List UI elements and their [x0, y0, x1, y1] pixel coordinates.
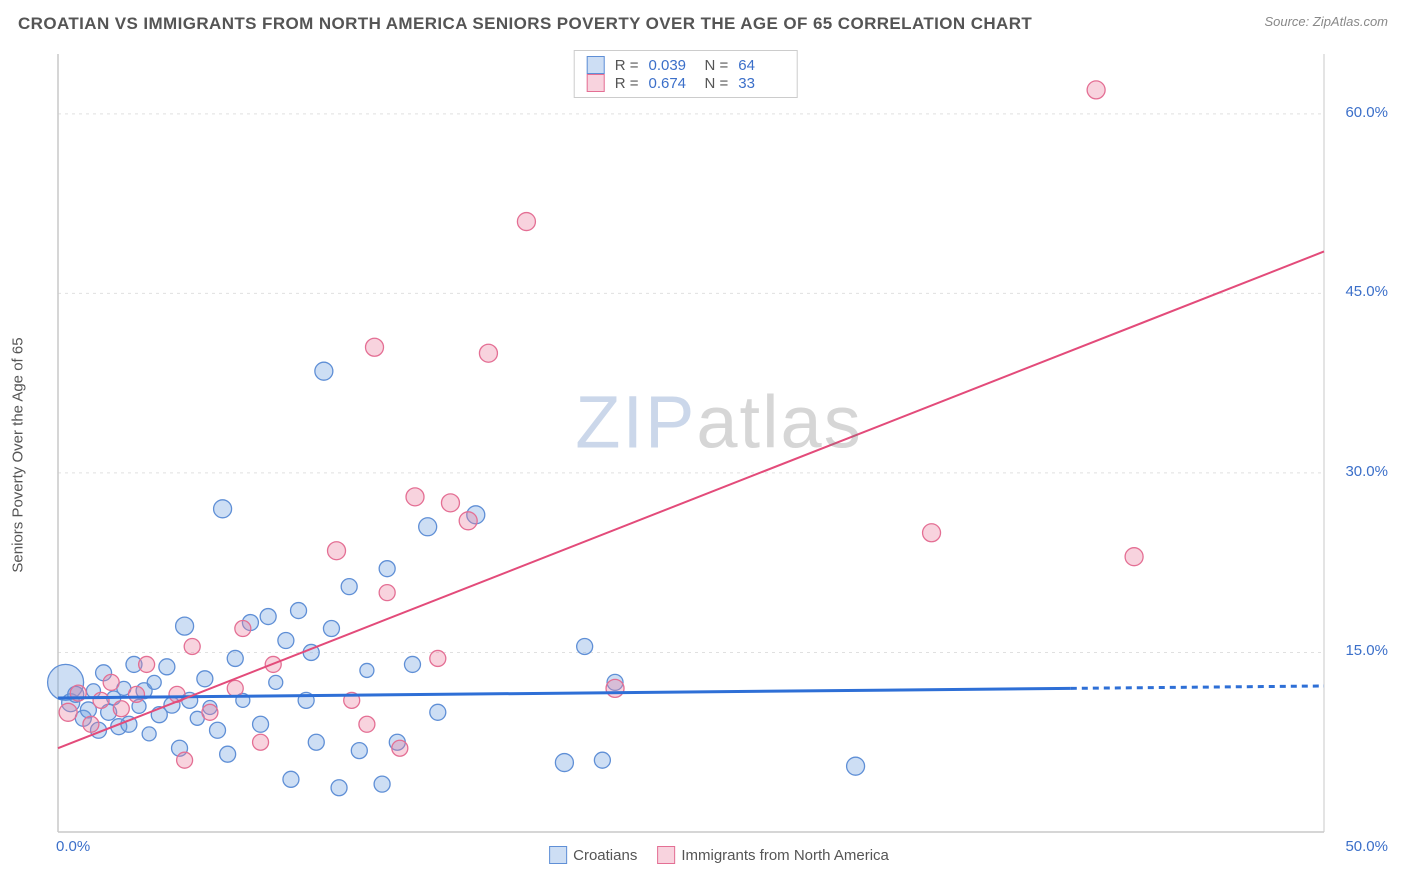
r-value: 0.039	[648, 57, 694, 74]
swatch-icon	[657, 846, 675, 864]
stats-legend-row: R = 0.039 N = 64	[587, 56, 785, 74]
y-tick-label: 15.0%	[1345, 642, 1388, 659]
chart-title: CROATIAN VS IMMIGRANTS FROM NORTH AMERIC…	[18, 14, 1032, 34]
swatch-icon	[549, 846, 567, 864]
r-label: R =	[615, 57, 639, 74]
n-value: 33	[738, 75, 784, 92]
n-label: N =	[704, 75, 728, 92]
chart-container: Seniors Poverty Over the Age of 65 ZIPat…	[44, 46, 1394, 864]
y-tick-label: 60.0%	[1345, 104, 1388, 121]
r-value: 0.674	[648, 75, 694, 92]
y-tick-label: 30.0%	[1345, 463, 1388, 480]
n-value: 64	[738, 57, 784, 74]
legend-label: Croatians	[573, 847, 637, 864]
r-label: R =	[615, 75, 639, 92]
legend-item: Immigrants from North America	[657, 846, 889, 864]
series-legend: Croatians Immigrants from North America	[549, 846, 889, 864]
stats-legend: R = 0.039 N = 64 R = 0.674 N = 33	[574, 50, 798, 98]
scatter-chart-svg	[44, 46, 1394, 864]
n-label: N =	[704, 57, 728, 74]
swatch-icon	[587, 56, 605, 74]
y-axis-label: Seniors Poverty Over the Age of 65	[10, 337, 27, 572]
legend-label: Immigrants from North America	[681, 847, 889, 864]
source-attribution: Source: ZipAtlas.com	[1264, 14, 1388, 29]
legend-item: Croatians	[549, 846, 637, 864]
x-tick-label: 0.0%	[56, 838, 90, 855]
y-tick-label: 45.0%	[1345, 283, 1388, 300]
swatch-icon	[587, 74, 605, 92]
stats-legend-row: R = 0.674 N = 33	[587, 74, 785, 92]
x-tick-label: 50.0%	[1345, 838, 1388, 855]
